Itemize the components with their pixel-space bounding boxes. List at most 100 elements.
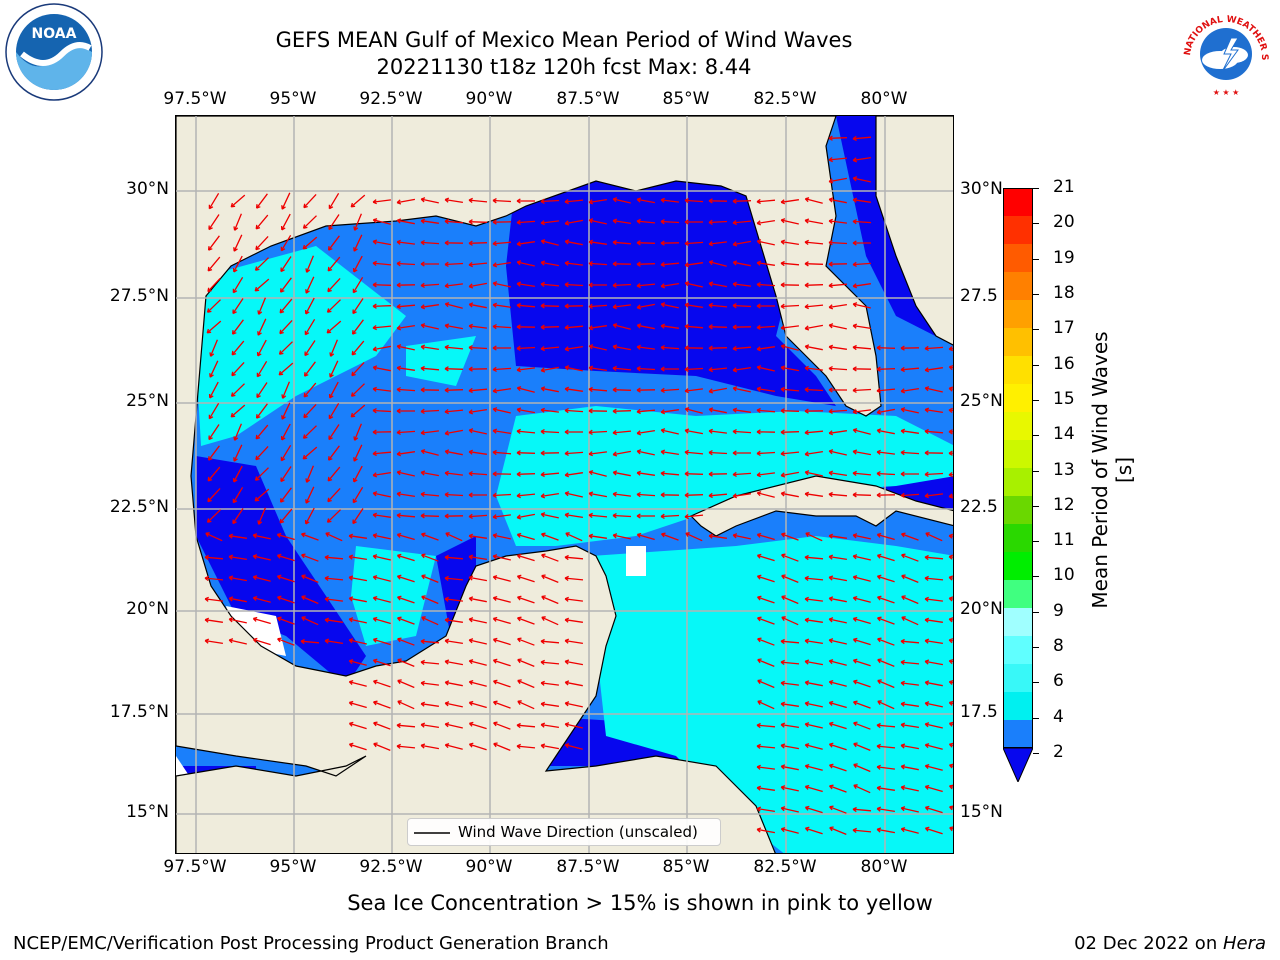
wind-wave-arrow [252,595,271,603]
wind-wave-arrow [588,429,608,435]
wind-wave-arrow [708,260,727,267]
wind-wave-arrow [303,193,317,209]
wind-wave-arrow [780,344,799,351]
wind-wave-arrow [564,701,583,708]
wind-wave-arrow [636,470,655,476]
lon-tick-top: 90°W [465,89,513,109]
wind-wave-arrow [780,659,800,666]
wind-wave-arrow [852,533,871,540]
wind-wave-arrow [444,680,463,687]
wind-wave-arrow [852,428,871,435]
wind-wave-arrow [708,219,728,225]
wind-wave-arrow [397,637,415,646]
wind-wave-arrow [828,197,847,204]
wind-wave-arrow [757,637,775,646]
wind-wave-arrow [444,283,463,289]
wind-wave-arrow [277,616,295,625]
wind-wave-arrow [303,382,317,398]
wind-wave-arrow [948,407,953,414]
wind-wave-arrow [756,574,775,583]
wind-wave-arrow [204,554,224,561]
wind-wave-arrow [209,360,219,378]
wind-wave-arrow [853,784,871,794]
lon-tick-bottom: 82.5°W [753,857,817,877]
wind-wave-arrow [756,282,776,288]
wind-wave-arrow [900,492,920,498]
wind-wave-arrow [208,402,220,420]
wind-wave-arrow [876,428,895,435]
wind-wave-arrow [540,407,559,413]
wind-wave-arrow [804,303,824,310]
wind-wave-arrow [397,616,415,625]
wind-wave-arrow [804,701,823,708]
wind-wave-arrow [900,827,919,834]
wind-wave-arrow [468,679,487,687]
colorbar-tick: 4 [1053,706,1064,727]
wind-wave-arrow [396,532,415,541]
wind-wave-arrow [901,595,919,605]
wind-wave-arrow [252,533,271,540]
wind-wave-arrow [352,276,364,294]
wind-wave-arrow [924,659,944,666]
colorbar-tick-mark [1033,188,1039,189]
legend-line-icon [414,832,450,834]
wind-wave-arrow [756,429,776,435]
wind-wave-arrow [588,512,608,519]
wind-wave-arrow [564,596,583,602]
wind-wave-arrow [328,214,340,231]
colorbar-tick-mark [1033,329,1039,331]
wind-wave-arrow [732,219,752,226]
wind-wave-arrow [900,764,919,771]
wind-wave-arrow [372,637,391,646]
lat-tick-right: 27.5 [960,286,998,306]
wind-wave-arrow [517,700,535,710]
wind-wave-arrow [636,344,655,350]
wind-wave-arrow [396,429,416,435]
wind-wave-arrow [828,742,847,751]
wind-wave-arrow [540,220,559,226]
wind-wave-arrow [781,553,799,562]
wind-wave-arrow [468,492,487,498]
wind-wave-arrow [468,219,488,225]
wind-wave-arrow [732,324,752,330]
wind-wave-arrow [277,595,295,604]
wind-wave-arrow [756,386,776,393]
wind-wave-arrow [636,323,655,330]
wind-wave-arrow [636,492,656,498]
wind-wave-arrow [732,366,752,373]
wind-wave-arrow [877,679,895,689]
wind-wave-arrow [660,366,679,372]
wind-wave-arrow [420,449,439,456]
wind-wave-arrow [756,806,776,813]
wind-wave-arrow [348,700,367,709]
wind-wave-arrow [516,450,536,456]
wind-wave-arrow [372,199,391,205]
wind-wave-arrow [492,575,511,582]
wind-wave-arrow [900,806,919,813]
wind-wave-arrow [612,365,632,372]
wind-wave-arrow [684,219,703,225]
wind-wave-arrow [804,218,824,225]
wind-wave-arrow [493,679,511,688]
wind-wave-arrow [305,486,315,504]
wind-wave-arrow [804,408,824,414]
wind-wave-arrow [252,616,271,625]
wind-wave-arrow [564,680,583,687]
wind-wave-arrow [564,219,584,226]
wind-wave-arrow [228,596,247,603]
wind-wave-arrow [372,324,392,331]
wind-wave-arrow [588,282,607,288]
wind-wave-arrow [444,492,464,498]
wind-wave-arrow [492,345,511,351]
wind-wave-arrow [828,218,847,224]
wind-wave-arrow [468,596,487,603]
wind-wave-arrow [612,491,631,497]
wind-wave-arrow [685,532,703,542]
wind-wave-arrow [828,721,847,730]
colorbar-extension [1002,747,1034,784]
colorbar-segment [1003,692,1033,721]
wind-wave-arrow [948,679,953,685]
wind-wave-arrow [444,323,464,330]
wind-wave-arrow [828,659,847,666]
colorbar-tick-mark [1033,399,1039,401]
